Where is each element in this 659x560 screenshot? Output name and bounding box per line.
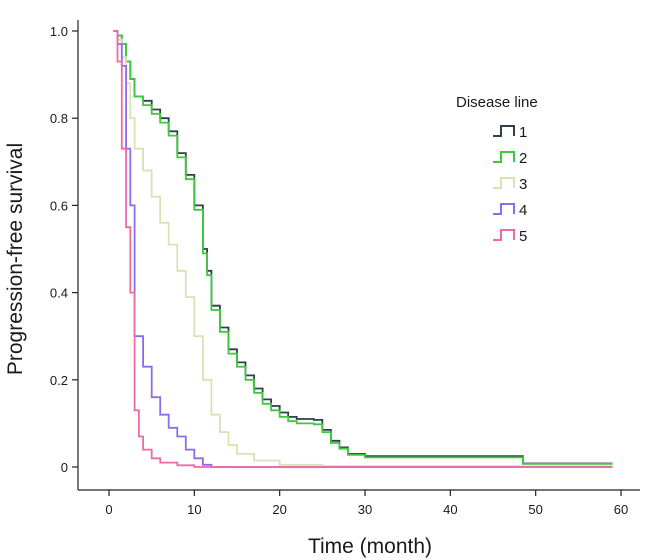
x-tick-label: 60 <box>614 502 628 517</box>
legend-symbol-5 <box>493 229 515 241</box>
legend: Disease line 1 2 3 4 5 <box>456 94 538 245</box>
legend-label-4: 4 <box>519 202 527 219</box>
y-tick-label: 0.6 <box>50 198 68 213</box>
legend-symbol-4 <box>493 203 515 215</box>
curve-line-5 <box>113 30 613 468</box>
legend-items: 1 2 3 4 5 <box>493 124 527 245</box>
x-tick-label: 0 <box>105 502 112 517</box>
legend-label-3: 3 <box>519 176 527 193</box>
x-tick-label: 20 <box>272 502 286 517</box>
curve-line-4 <box>113 30 613 468</box>
y-tick-label: 0.4 <box>50 286 68 301</box>
y-ticks: 0 0.2 0.4 0.6 0.8 1.0 <box>50 24 78 475</box>
survival-curves <box>113 30 613 468</box>
x-tick-label: 30 <box>358 502 372 517</box>
y-tick-label: 0.8 <box>50 111 68 126</box>
legend-label-2: 2 <box>519 150 527 167</box>
legend-title: Disease line <box>456 94 538 111</box>
curve-line-3 <box>113 30 613 467</box>
y-axis-title: Progression-free survival <box>4 143 27 375</box>
y-tick-label: 0.2 <box>50 373 68 388</box>
x-tick-label: 50 <box>528 502 542 517</box>
x-axis-title: Time (month) <box>308 535 432 558</box>
legend-label-1: 1 <box>519 124 527 141</box>
x-tick-label: 10 <box>187 502 201 517</box>
legend-symbol-1 <box>493 125 515 137</box>
x-ticks: 0 10 20 30 40 50 60 <box>105 490 628 517</box>
axes: 0 10 20 30 40 50 60 0 0.2 0.4 0.6 0.8 1.0 <box>50 20 640 517</box>
y-tick-label: 0 <box>61 460 68 475</box>
legend-label-5: 5 <box>519 228 527 245</box>
legend-symbol-3 <box>493 177 515 189</box>
y-tick-label: 1.0 <box>50 24 68 39</box>
curve-line-2 <box>113 30 613 465</box>
x-tick-label: 40 <box>443 502 457 517</box>
legend-symbol-2 <box>493 151 515 163</box>
